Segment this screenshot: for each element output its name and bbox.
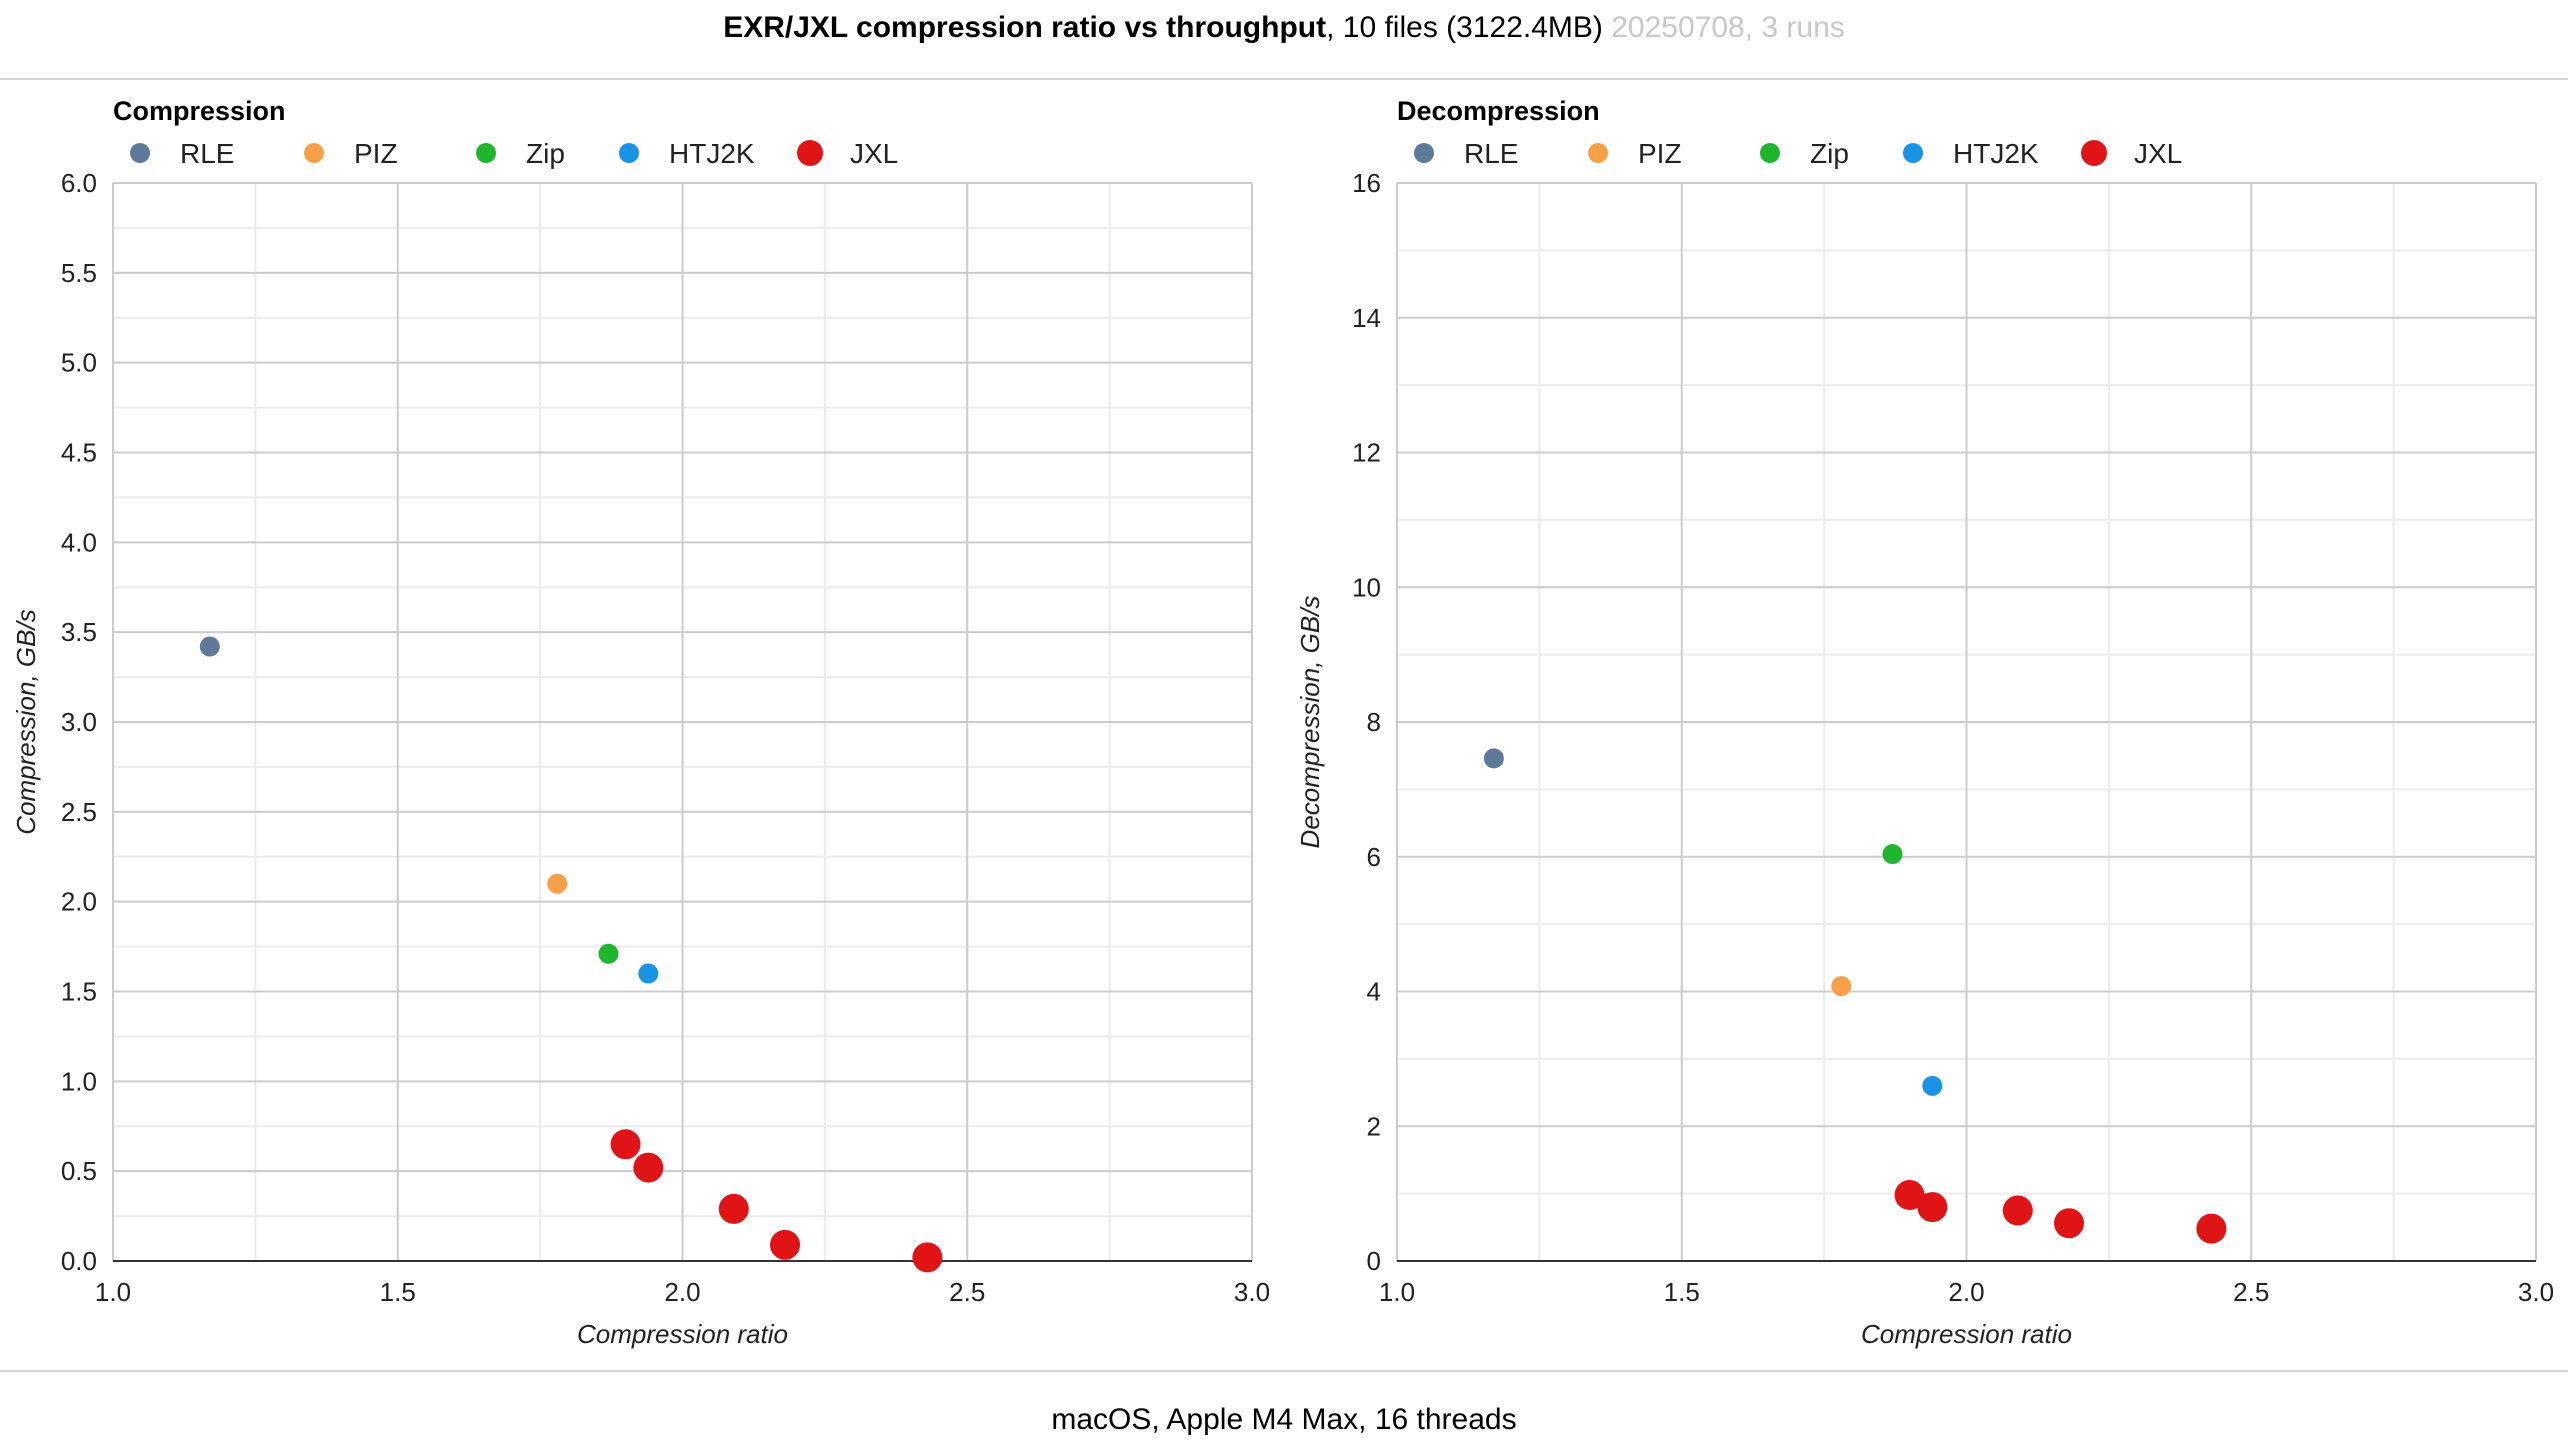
chart-title: Decompression [1397, 96, 1600, 126]
data-point-jxl [770, 1229, 801, 1260]
legend-label-zip: Zip [526, 138, 565, 169]
y-tick-label: 5.5 [61, 258, 97, 288]
y-tick-label: 2.5 [61, 797, 97, 827]
data-point-jxl [718, 1193, 749, 1224]
footer-divider [0, 1370, 2568, 1372]
y-tick-label: 2.0 [61, 887, 97, 917]
y-tick-label: 1.5 [61, 977, 97, 1007]
page-title-main: EXR/JXL compression ratio vs throughput [723, 11, 1327, 44]
x-axis-title: Compression ratio [1861, 1319, 2072, 1349]
compression-chart: 1.0 1.5 2.0 2.5 3.0 0.0 0.5 1.0 1.5 2.0 2.5 3.0 3.5 4… [11, 96, 1270, 1349]
y-axis-title: Compression, GB/s [11, 609, 41, 834]
y-tick-label: 0.0 [61, 1246, 97, 1276]
footer-caption: macOS, Apple M4 Max, 16 threads [1051, 1403, 1517, 1436]
data-point-jxl [2002, 1195, 2033, 1226]
y-tick-label: 10 [1352, 572, 1381, 602]
legend-marker-htj2k [1903, 143, 1923, 163]
data-point-htj2k [1922, 1075, 1943, 1096]
legend-label-rle: RLE [1464, 138, 1518, 169]
data-point-zip [1882, 844, 1903, 865]
data-point-jxl [610, 1129, 641, 1160]
y-tick-label: 12 [1352, 438, 1381, 468]
x-tick-label: 1.5 [380, 1277, 416, 1307]
y-tick-label: 3.5 [61, 617, 97, 647]
x-tick-label: 1.0 [1379, 1277, 1415, 1307]
x-tick-label: 2.0 [664, 1277, 700, 1307]
x-tick-label: 2.5 [2233, 1277, 2269, 1307]
y-tick-label: 1.0 [61, 1066, 97, 1096]
data-point-jxl [633, 1152, 664, 1183]
page-title: EXR/JXL compression ratio vs throughput,… [0, 8, 2568, 48]
legend-marker-piz [1588, 143, 1608, 163]
legend-label-jxl: JXL [850, 138, 898, 169]
x-tick-label: 1.0 [95, 1277, 131, 1307]
x-tick-label: 2.0 [1948, 1277, 1984, 1307]
y-tick-label: 2 [1367, 1111, 1381, 1141]
y-tick-label: 4 [1367, 977, 1381, 1007]
legend-label-htj2k: HTJ2K [669, 138, 755, 169]
data-point-zip [598, 943, 619, 964]
legend-label-piz: PIZ [354, 138, 398, 169]
y-tick-label: 8 [1367, 707, 1381, 737]
legend-label-htj2k: HTJ2K [1953, 138, 2039, 169]
chart-title: Compression [113, 96, 286, 126]
y-tick-label: 16 [1352, 168, 1381, 198]
legend-marker-zip [476, 143, 496, 163]
data-point-rle [1483, 748, 1504, 769]
legend-marker-jxl [797, 140, 823, 166]
x-tick-label: 3.0 [2518, 1277, 2554, 1307]
legend-marker-rle [130, 143, 150, 163]
y-tick-label: 6 [1367, 842, 1381, 872]
y-axis-title: Decompression, GB/s [1295, 596, 1325, 849]
y-tick-label: 0.5 [61, 1156, 97, 1186]
x-axis-title: Compression ratio [577, 1319, 788, 1349]
y-tick-label: 14 [1352, 303, 1381, 333]
legend-label-jxl: JXL [2134, 138, 2182, 169]
data-point-piz [547, 873, 568, 894]
y-tick-label: 4.5 [61, 438, 97, 468]
data-point-jxl [1894, 1179, 1925, 1210]
data-point-piz [1831, 976, 1852, 997]
y-tick-label: 4.0 [61, 527, 97, 557]
x-tick-label: 1.5 [1664, 1277, 1700, 1307]
legend-label-rle: RLE [180, 138, 234, 169]
legend-marker-rle [1414, 143, 1434, 163]
decompression-chart: 1.0 1.5 2.0 2.5 3.0 0 2 4 6 8 10 12 14 16 Decompressio… [1295, 96, 2554, 1349]
y-tick-label: 6.0 [61, 168, 97, 198]
header-divider [0, 78, 2568, 80]
legend-marker-htj2k [619, 143, 639, 163]
page-title-details: , 10 files (3122.4MB) [1326, 11, 1612, 44]
data-point-htj2k [638, 963, 659, 984]
y-tick-label: 5.0 [61, 348, 97, 378]
y-tick-label: 0 [1367, 1246, 1381, 1276]
legend-marker-piz [304, 143, 324, 163]
data-point-jxl [2196, 1213, 2227, 1244]
x-tick-label: 3.0 [1234, 1277, 1270, 1307]
legend-marker-zip [1760, 143, 1780, 163]
data-point-rle [199, 636, 220, 657]
legend-label-zip: Zip [1810, 138, 1849, 169]
x-tick-label: 2.5 [949, 1277, 985, 1307]
legend-label-piz: PIZ [1638, 138, 1682, 169]
data-point-jxl [2054, 1208, 2085, 1239]
legend-marker-jxl [2081, 140, 2107, 166]
page-title-meta: 20250708, 3 runs [1611, 11, 1845, 44]
data-point-jxl [1917, 1192, 1948, 1223]
data-point-jxl [912, 1242, 943, 1273]
y-tick-label: 3.0 [61, 707, 97, 737]
